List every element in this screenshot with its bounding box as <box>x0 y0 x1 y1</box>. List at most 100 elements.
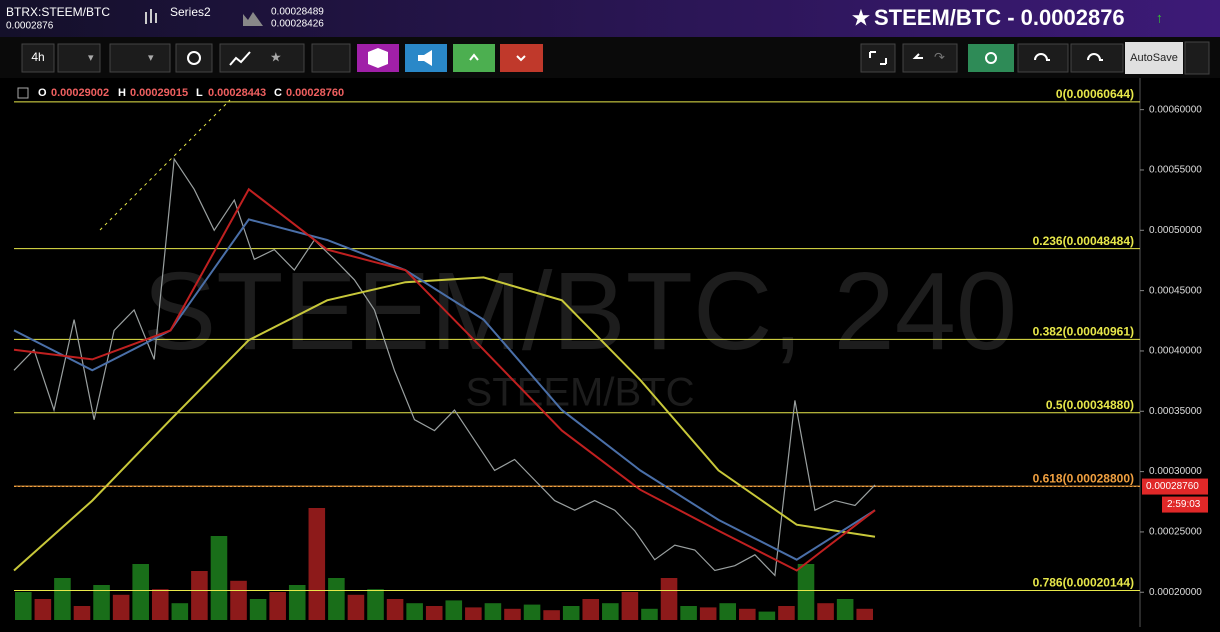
volume-bar <box>288 585 306 620</box>
toolbar-buttons <box>21 43 1124 73</box>
fib-label: 0.382(0.00040961) <box>1033 325 1134 339</box>
volume-bar <box>836 599 854 620</box>
o-label: O <box>38 87 47 99</box>
volume-bar <box>797 564 815 620</box>
moving-average <box>13 276 876 572</box>
undo-redo-button[interactable] <box>902 43 958 73</box>
volume-bar <box>817 603 834 620</box>
volume-bar <box>778 606 795 620</box>
volume-bar <box>465 607 482 620</box>
volume-bar <box>269 592 286 620</box>
volume-bar <box>699 607 717 620</box>
fullscreen-button[interactable] <box>860 43 896 73</box>
volume-bar <box>739 608 756 620</box>
symbol-price: 0.0002876 <box>6 21 54 32</box>
ohlc-legend: O 0.00029002 H 0.00029015 L 0.00028443 C… <box>17 87 344 99</box>
volume-bar <box>504 608 521 620</box>
c-value: 0.00028760 <box>286 87 344 99</box>
volume-bar <box>562 606 580 620</box>
volume-bar <box>602 603 619 620</box>
volume-bar <box>15 592 32 620</box>
volume-bar <box>484 603 502 620</box>
volume-bar <box>112 594 130 620</box>
countdown-tag <box>1162 496 1208 513</box>
volume-bar <box>171 603 189 620</box>
volume-bar <box>308 508 326 620</box>
volume-bar <box>719 603 737 620</box>
volume-bar <box>856 608 873 620</box>
watermark-sub: STEEM/BTC <box>466 371 695 415</box>
volume-bar <box>249 599 267 620</box>
megaphone-icon <box>418 50 432 66</box>
interval-button[interactable] <box>21 43 55 73</box>
y-tick-label: 0.00035000 <box>1149 406 1202 417</box>
interval: 4h <box>31 50 44 64</box>
volume-bar <box>758 611 776 620</box>
main-title: STEEM/BTC - 0.0002876 <box>874 5 1125 30</box>
volume-bar <box>210 536 228 620</box>
volume-bar <box>660 578 678 620</box>
l-label: L <box>196 87 203 99</box>
volume-bar <box>230 580 247 620</box>
load-button[interactable] <box>1017 43 1069 73</box>
fib-label: 0.236(0.00048484) <box>1033 234 1134 248</box>
volume-bar <box>523 604 541 620</box>
fib-label: 0.5(0.00034880) <box>1046 398 1134 412</box>
last-price-label: 0.00028760 <box>1146 481 1199 492</box>
series-low: 0.00028426 <box>271 19 324 30</box>
snapshot-button[interactable] <box>968 44 1014 72</box>
icons <box>187 51 1103 66</box>
volume-bar <box>621 592 639 620</box>
sell-button[interactable] <box>500 44 543 72</box>
interval-menu[interactable] <box>57 43 101 73</box>
h-value: 0.00029015 <box>130 87 188 99</box>
buy-button[interactable] <box>453 44 495 72</box>
watermark: STEEM/BTC, 240 <box>143 250 1017 373</box>
autosave-menu[interactable] <box>1184 41 1210 75</box>
top-bar <box>0 0 1220 37</box>
volume-bar <box>386 599 404 620</box>
y-tick-label: 0.00050000 <box>1149 225 1202 236</box>
indicators-button[interactable] <box>219 43 305 73</box>
series-icon <box>145 9 157 24</box>
cube-icon <box>368 48 388 68</box>
series-name: Series2 <box>170 5 211 19</box>
autosave: AutoSave <box>1130 52 1178 64</box>
moving-average <box>13 187 876 572</box>
volume-bar <box>543 610 560 620</box>
menu-arrow: ▾ <box>148 52 154 64</box>
redo-icon: ↷ <box>934 49 945 64</box>
h-label: H <box>118 87 126 99</box>
fib-label: 0.786(0.00020144) <box>1033 576 1134 590</box>
star[interactable]: ★ <box>852 7 870 29</box>
fib-trend-line <box>99 99 231 231</box>
y-tick-label: 0.00055000 <box>1149 165 1202 176</box>
volume-bar <box>132 564 149 620</box>
series-high: 0.00028489 <box>271 7 324 18</box>
y-tick-label: 0.00045000 <box>1149 285 1202 296</box>
volume-bar <box>680 606 697 620</box>
volume-bar <box>367 589 384 620</box>
volume-bar <box>425 606 443 620</box>
volume-bar <box>328 578 345 620</box>
volume-bar <box>54 578 71 620</box>
volume-bar <box>34 599 52 620</box>
save-button[interactable] <box>1070 43 1124 73</box>
up-arrow: ↑ <box>1156 10 1163 26</box>
collapse-icon[interactable] <box>17 87 29 99</box>
volume-bar <box>347 594 365 620</box>
fib-label: 0(0.00060644) <box>1056 87 1134 101</box>
compare-button[interactable] <box>311 43 351 73</box>
settings-button[interactable] <box>175 43 213 73</box>
volume-bar <box>73 606 91 620</box>
symbol: BTRX:STEEM/BTC <box>6 5 110 19</box>
autosave-button[interactable] <box>1125 42 1183 74</box>
y-tick-label: 0.00025000 <box>1149 527 1202 538</box>
l-value: 0.00028443 <box>208 87 266 99</box>
volume-bar <box>445 600 463 620</box>
chart-style-button[interactable] <box>109 43 171 73</box>
volume-bar <box>191 571 208 620</box>
y-tick-label: 0.00040000 <box>1149 346 1202 357</box>
